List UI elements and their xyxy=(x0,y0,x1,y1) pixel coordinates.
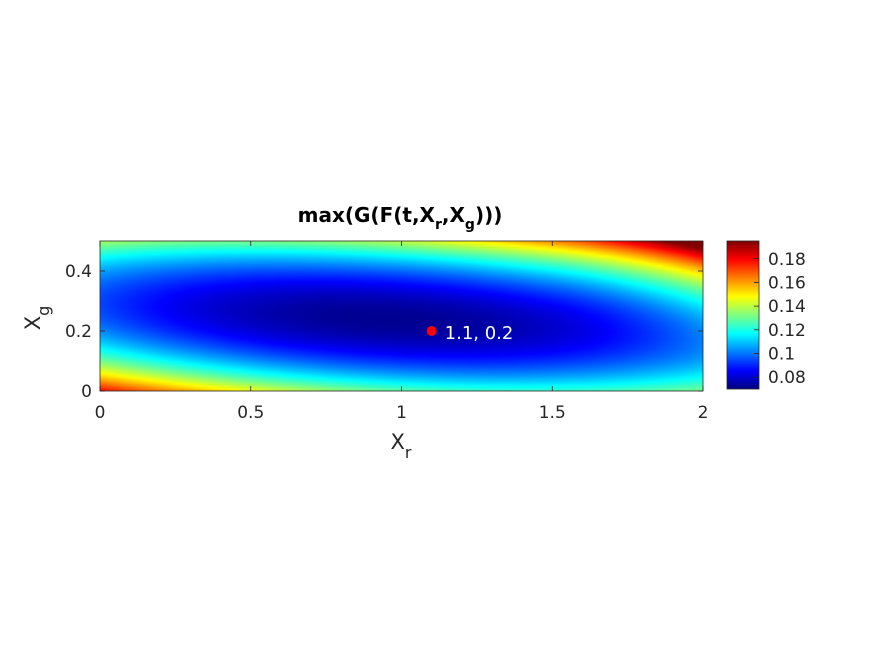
colorbar: 0.08 0.1 0.12 0.14 0.16 0.18 xyxy=(726,240,806,390)
y-axis-label: Xg xyxy=(21,306,53,331)
x-tick-label: 1.5 xyxy=(539,403,566,423)
y-axis: 0 0.2 0.4 xyxy=(65,262,703,402)
x-axis: 0 0.5 1 1.5 2 xyxy=(95,241,709,423)
plot-area xyxy=(99,240,704,392)
x-axis-label: Xr xyxy=(391,430,412,462)
x-tick-label: 0 xyxy=(95,403,106,423)
colorbar-tick-label: 0.1 xyxy=(768,344,795,364)
marker-annotation: 1.1, 0.2 xyxy=(445,323,514,344)
colorbar-box xyxy=(726,240,760,390)
heatmap-image xyxy=(100,241,703,391)
colorbar-ticks: 0.08 0.1 0.12 0.14 0.16 0.18 xyxy=(754,250,806,388)
x-tick-label: 0.5 xyxy=(237,403,264,423)
x-tick-label: 1 xyxy=(396,403,407,423)
colorbar-tick-label: 0.12 xyxy=(768,321,806,341)
colorbar-tick-label: 0.16 xyxy=(768,273,806,293)
y-tick-label: 0 xyxy=(81,382,92,402)
y-tick-label: 0.4 xyxy=(65,262,92,282)
marker-group: 1.1, 0.2 xyxy=(426,323,514,344)
colorbar-tick-label: 0.18 xyxy=(768,250,806,270)
colorbar-gradient xyxy=(727,241,759,389)
x-tick-label: 2 xyxy=(698,403,709,423)
chart-title: max(G(F(t,Xr,Xg))) xyxy=(298,203,503,233)
minimum-marker xyxy=(426,326,437,336)
y-tick-label: 0.2 xyxy=(65,322,92,342)
colorbar-tick-label: 0.08 xyxy=(768,368,806,388)
colorbar-tick-label: 0.14 xyxy=(768,297,806,317)
